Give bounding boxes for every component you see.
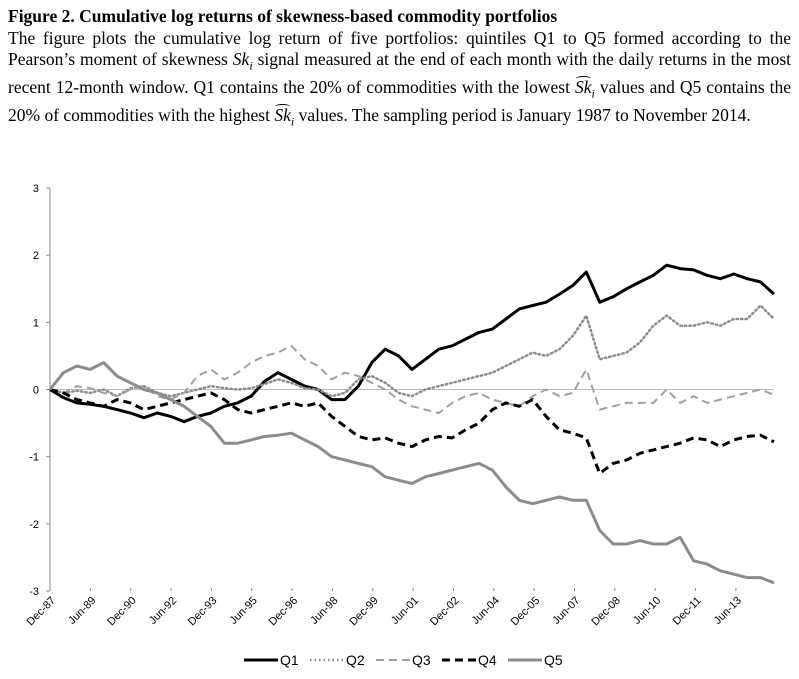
y-tick-label: 2 — [33, 250, 39, 262]
desc-part-2: signal measured at the end of each month… — [8, 49, 792, 97]
x-tick-label: Jun-07 — [550, 595, 582, 627]
x-tick-label: Jun-95 — [228, 595, 260, 627]
figure-caption: Figure 2. Cumulative log returns of skew… — [8, 6, 791, 133]
sk-hat-symbol: Ski — [574, 76, 595, 101]
series-line-q4 — [49, 388, 775, 475]
legend-label-q3: Q3 — [412, 652, 431, 668]
x-tick-label: Dec-11 — [671, 595, 704, 628]
x-tick-label: Jun-13 — [712, 595, 744, 627]
series-line-q5 — [48, 361, 775, 585]
x-tick-label: Jun-92 — [147, 595, 179, 627]
y-tick-label: -2 — [29, 519, 39, 531]
x-tick-label: Jun-04 — [470, 595, 502, 627]
y-tick-label: -1 — [29, 452, 39, 464]
x-tick-label: Dec-96 — [267, 595, 301, 629]
desc-part-1: The figure plots the cumulative log retu… — [8, 27, 791, 70]
sk-hat-symbol: Ski — [274, 104, 295, 129]
x-tick-label: Dec-90 — [105, 595, 139, 629]
figure-title: Figure 2. Cumulative log returns of skew… — [8, 6, 558, 26]
series-line-q1 — [49, 263, 776, 424]
x-tick-label: Dec-93 — [186, 595, 220, 629]
desc-part-4: values. The sampling period is January 1… — [298, 105, 751, 125]
y-tick-label: -3 — [29, 586, 39, 598]
series-line-q2 — [48, 304, 776, 398]
legend-label-q2: Q2 — [346, 652, 365, 668]
y-tick-label: 1 — [33, 317, 39, 329]
x-tick-label: Jun-89 — [66, 595, 98, 627]
sk-symbol: Ski — [232, 49, 253, 73]
series-line-q3 — [49, 344, 775, 414]
y-tick-label: 3 — [33, 183, 39, 195]
desc-part-3: values and Q5 contains the 20% of commod… — [8, 77, 792, 125]
x-tick-label: Jun-01 — [389, 595, 421, 627]
x-tick-label: Jun-10 — [631, 595, 663, 627]
x-tick-label: Dec-87 — [25, 595, 59, 629]
legend-label-q4: Q4 — [478, 652, 497, 668]
x-tick-label: Dec-99 — [347, 595, 381, 629]
legend-label-q1: Q1 — [280, 652, 299, 668]
x-tick-label: Dec-05 — [509, 595, 543, 629]
figure-description: The figure plots the cumulative log retu… — [8, 28, 791, 134]
legend-label-q5: Q5 — [544, 652, 563, 668]
y-tick-label: 0 — [33, 385, 39, 397]
x-tick-label: Dec-02 — [428, 595, 462, 629]
x-tick-label: Jun-98 — [308, 595, 340, 627]
x-tick-label: Dec-08 — [589, 595, 623, 629]
